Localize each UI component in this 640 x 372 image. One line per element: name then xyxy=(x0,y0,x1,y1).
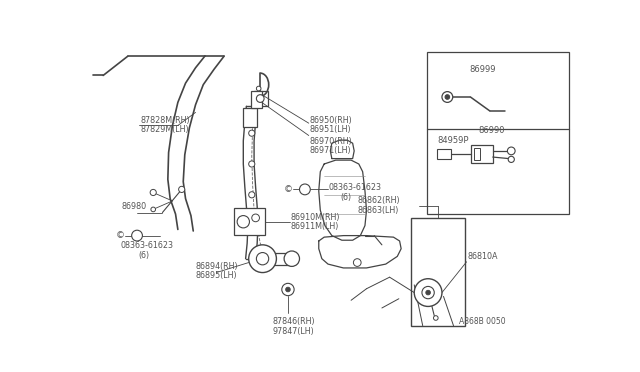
Text: 86910M(RH): 86910M(RH) xyxy=(291,213,340,222)
Circle shape xyxy=(249,161,255,167)
Text: 86862(RH): 86862(RH) xyxy=(357,196,400,205)
Circle shape xyxy=(353,259,361,266)
Text: 86810A: 86810A xyxy=(467,252,498,261)
Circle shape xyxy=(257,253,269,265)
Text: A868B 0050: A868B 0050 xyxy=(459,317,506,326)
Circle shape xyxy=(422,286,435,299)
Bar xyxy=(474,148,481,160)
Circle shape xyxy=(249,245,276,273)
Circle shape xyxy=(433,316,438,320)
Circle shape xyxy=(237,216,250,228)
Text: (6): (6) xyxy=(139,251,150,260)
Bar xyxy=(274,253,291,265)
Text: 86990: 86990 xyxy=(478,126,505,135)
Text: 86894(RH): 86894(RH) xyxy=(196,262,238,271)
Text: 86911M(LH): 86911M(LH) xyxy=(291,222,339,231)
Circle shape xyxy=(300,184,310,195)
Bar xyxy=(437,148,451,159)
Circle shape xyxy=(414,279,442,307)
Circle shape xyxy=(151,207,156,212)
Bar xyxy=(411,218,465,326)
Text: 08363-61623: 08363-61623 xyxy=(120,241,173,250)
Text: 87828M(RH): 87828M(RH) xyxy=(140,116,189,125)
Text: 87846(RH): 87846(RH) xyxy=(273,317,315,326)
Circle shape xyxy=(508,147,515,155)
Circle shape xyxy=(445,95,450,99)
Text: 86971(LH): 86971(LH) xyxy=(310,147,351,155)
Text: ©: © xyxy=(116,231,125,240)
Circle shape xyxy=(257,95,264,102)
Circle shape xyxy=(442,92,452,102)
Text: 86863(LH): 86863(LH) xyxy=(357,206,399,215)
Text: 08363-61623: 08363-61623 xyxy=(329,183,382,192)
Text: (6): (6) xyxy=(340,193,351,202)
Circle shape xyxy=(426,290,431,295)
Circle shape xyxy=(508,156,515,163)
Circle shape xyxy=(150,189,156,196)
Circle shape xyxy=(284,251,300,266)
Text: 86980: 86980 xyxy=(122,202,147,211)
Text: 97847(LH): 97847(LH) xyxy=(273,327,314,336)
Text: 84959P: 84959P xyxy=(437,136,469,145)
Text: 87829M(LH): 87829M(LH) xyxy=(140,125,189,134)
Text: 86970(RH): 86970(RH) xyxy=(310,137,352,146)
Bar xyxy=(471,145,493,163)
Bar xyxy=(427,52,569,214)
Text: 86895(LH): 86895(LH) xyxy=(196,271,237,280)
Text: 86951(LH): 86951(LH) xyxy=(310,125,351,134)
Circle shape xyxy=(179,186,185,192)
Bar xyxy=(254,91,268,106)
Circle shape xyxy=(252,214,259,222)
Circle shape xyxy=(132,230,143,241)
Circle shape xyxy=(249,130,255,136)
Text: ©: © xyxy=(284,185,292,194)
Bar xyxy=(234,208,265,235)
Circle shape xyxy=(257,86,261,91)
Bar xyxy=(243,108,257,127)
Text: 86999: 86999 xyxy=(469,65,495,74)
Circle shape xyxy=(285,287,291,292)
Bar xyxy=(251,91,262,108)
Circle shape xyxy=(282,283,294,296)
Text: 86950(RH): 86950(RH) xyxy=(310,116,352,125)
Circle shape xyxy=(249,192,255,198)
